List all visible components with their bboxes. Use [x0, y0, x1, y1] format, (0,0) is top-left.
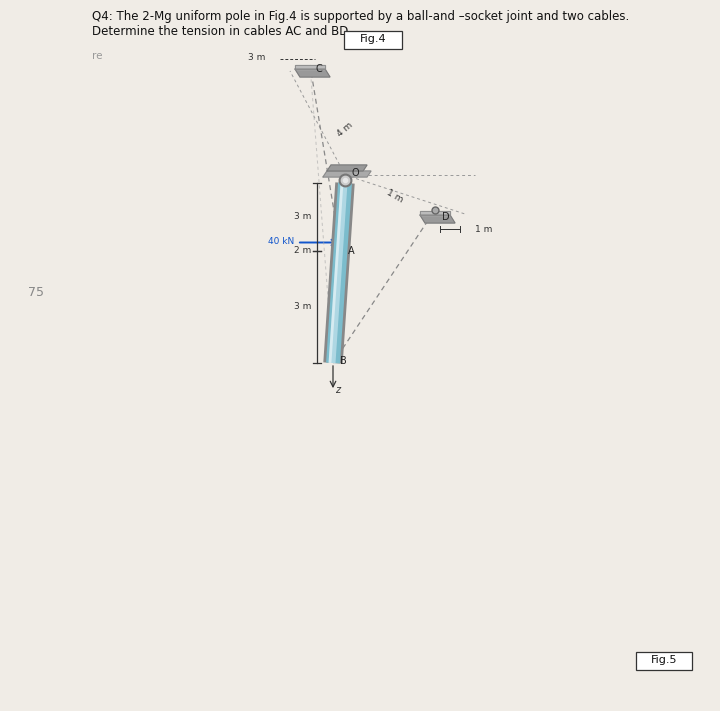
Text: 3 m: 3 m — [294, 213, 311, 221]
Text: re: re — [92, 51, 102, 61]
Text: Fig.5: Fig.5 — [651, 655, 678, 665]
Text: B: B — [340, 356, 347, 366]
Text: 4 m: 4 m — [336, 121, 355, 139]
Polygon shape — [295, 69, 330, 77]
Text: 3 m: 3 m — [248, 53, 265, 61]
Text: C: C — [315, 64, 322, 74]
Text: 40 kN: 40 kN — [268, 237, 294, 246]
Text: A: A — [348, 247, 354, 257]
Text: Fig.4: Fig.4 — [360, 34, 387, 44]
Text: D: D — [442, 212, 449, 222]
Text: 3 m: 3 m — [294, 302, 311, 311]
Text: O: O — [352, 168, 359, 178]
Text: Q4: The 2-Mg uniform pole in Fig.4 is supported by a ball-and –socket joint and : Q4: The 2-Mg uniform pole in Fig.4 is su… — [92, 10, 629, 23]
Polygon shape — [295, 65, 325, 69]
Polygon shape — [327, 165, 367, 171]
Text: 75: 75 — [28, 286, 44, 299]
Polygon shape — [420, 215, 455, 223]
Text: z: z — [335, 385, 340, 395]
FancyBboxPatch shape — [636, 652, 692, 670]
Text: 1 m: 1 m — [385, 188, 405, 204]
Text: 1 m: 1 m — [475, 225, 492, 233]
Polygon shape — [420, 211, 450, 215]
Text: 2 m: 2 m — [294, 246, 311, 255]
FancyBboxPatch shape — [344, 31, 402, 49]
Text: Determine the tension in cables AC and BD.: Determine the tension in cables AC and B… — [92, 25, 352, 38]
Polygon shape — [323, 171, 371, 177]
